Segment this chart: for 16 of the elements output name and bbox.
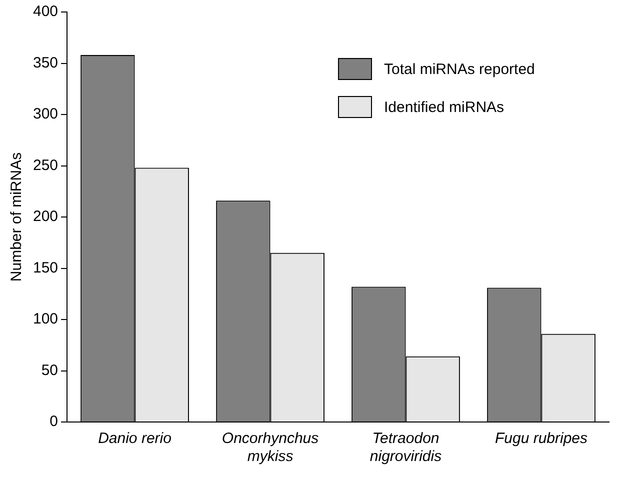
y-tick-label: 200 — [32, 208, 58, 226]
x-tick-label: Oncorhynchus mykiss — [222, 430, 320, 466]
legend-label: Identified miRNAs — [384, 98, 504, 116]
y-tick-label: 50 — [41, 362, 58, 379]
x-tick-label: Tetraodon nigroviridis — [370, 430, 442, 466]
x-tick-label: Danio rerio — [98, 430, 172, 448]
x-tick-label: Fugu rubripes — [494, 430, 588, 448]
y-tick-label: 300 — [32, 106, 58, 123]
y-tick-label: 350 — [32, 54, 58, 72]
y-tick-label: 150 — [32, 259, 58, 276]
y-tick-label: 0 — [50, 413, 58, 430]
y-tick-label: 100 — [32, 310, 58, 328]
y-tick-label: 400 — [32, 3, 58, 20]
y-tick-label: 250 — [32, 156, 58, 174]
y-axis-title: Number of miRNAs — [8, 152, 26, 282]
legend-label: Total miRNAs reported — [384, 60, 535, 78]
